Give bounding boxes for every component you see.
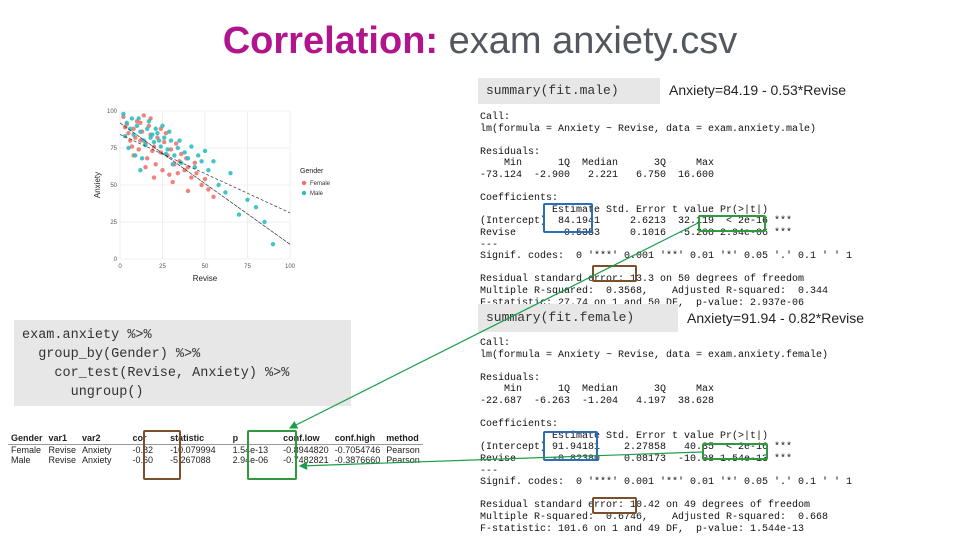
arrow-male-to-table xyxy=(290,222,700,428)
arrow-female-to-table xyxy=(300,452,702,466)
